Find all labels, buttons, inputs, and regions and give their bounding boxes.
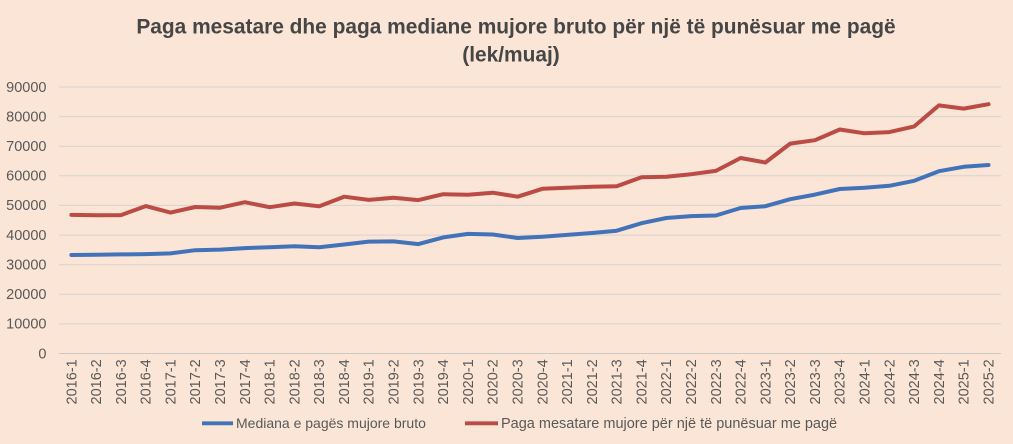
svg-text:2023-4: 2023-4 <box>833 359 849 404</box>
svg-text:2023-1: 2023-1 <box>758 359 774 404</box>
svg-text:2023-2: 2023-2 <box>783 359 799 404</box>
svg-text:2016-3: 2016-3 <box>114 359 130 404</box>
svg-text:40000: 40000 <box>6 228 46 244</box>
svg-text:(lek/muaj): (lek/muaj) <box>462 44 560 67</box>
svg-text:2020-2: 2020-2 <box>486 359 502 404</box>
svg-text:2020-4: 2020-4 <box>535 359 551 404</box>
svg-text:2025-1: 2025-1 <box>957 359 973 404</box>
svg-text:2021-4: 2021-4 <box>634 359 650 404</box>
svg-text:2017-4: 2017-4 <box>238 359 254 404</box>
svg-text:80000: 80000 <box>6 109 46 125</box>
svg-text:Paga mesatare mujore për një t: Paga mesatare mujore për një të punësuar… <box>501 416 837 432</box>
svg-text:2018-2: 2018-2 <box>287 359 303 404</box>
svg-text:2018-3: 2018-3 <box>312 359 328 404</box>
svg-text:2022-2: 2022-2 <box>684 359 700 404</box>
svg-text:2018-4: 2018-4 <box>337 359 353 404</box>
svg-text:20000: 20000 <box>6 287 46 303</box>
svg-text:2024-4: 2024-4 <box>932 359 948 404</box>
svg-text:90000: 90000 <box>6 80 46 96</box>
svg-text:2021-2: 2021-2 <box>585 359 601 404</box>
svg-text:2019-3: 2019-3 <box>411 359 427 404</box>
svg-text:2024-3: 2024-3 <box>907 359 923 404</box>
svg-text:2018-1: 2018-1 <box>263 359 279 404</box>
svg-text:2025-2: 2025-2 <box>981 359 997 404</box>
svg-text:2021-1: 2021-1 <box>560 359 576 404</box>
svg-text:2016-1: 2016-1 <box>64 359 80 404</box>
svg-text:2022-1: 2022-1 <box>659 359 675 404</box>
svg-text:10000: 10000 <box>6 317 46 333</box>
svg-text:2016-4: 2016-4 <box>139 359 155 404</box>
svg-text:2019-2: 2019-2 <box>387 359 403 404</box>
svg-text:2020-3: 2020-3 <box>511 359 527 404</box>
svg-text:Mediana e pagës mujore bruto: Mediana e pagës mujore bruto <box>236 415 426 431</box>
svg-text:2022-4: 2022-4 <box>734 359 750 404</box>
svg-text:2017-3: 2017-3 <box>213 359 229 404</box>
svg-text:Paga mesatare dhe paga mediane: Paga mesatare dhe paga mediane mujore br… <box>136 16 895 39</box>
svg-text:0: 0 <box>38 346 46 362</box>
svg-text:2021-3: 2021-3 <box>610 359 626 404</box>
svg-text:2019-4: 2019-4 <box>436 359 452 404</box>
svg-text:2020-1: 2020-1 <box>461 359 477 404</box>
svg-text:2019-1: 2019-1 <box>362 359 378 404</box>
svg-text:50000: 50000 <box>6 198 46 214</box>
svg-text:2023-3: 2023-3 <box>808 359 824 404</box>
svg-text:2024-2: 2024-2 <box>882 359 898 404</box>
svg-text:2017-2: 2017-2 <box>188 359 204 404</box>
svg-text:2017-1: 2017-1 <box>163 359 179 404</box>
svg-text:70000: 70000 <box>6 139 46 155</box>
svg-text:30000: 30000 <box>6 258 46 274</box>
svg-text:2022-3: 2022-3 <box>709 359 725 404</box>
svg-text:2024-1: 2024-1 <box>858 359 874 404</box>
svg-text:2016-2: 2016-2 <box>89 359 105 404</box>
svg-text:60000: 60000 <box>6 169 46 185</box>
